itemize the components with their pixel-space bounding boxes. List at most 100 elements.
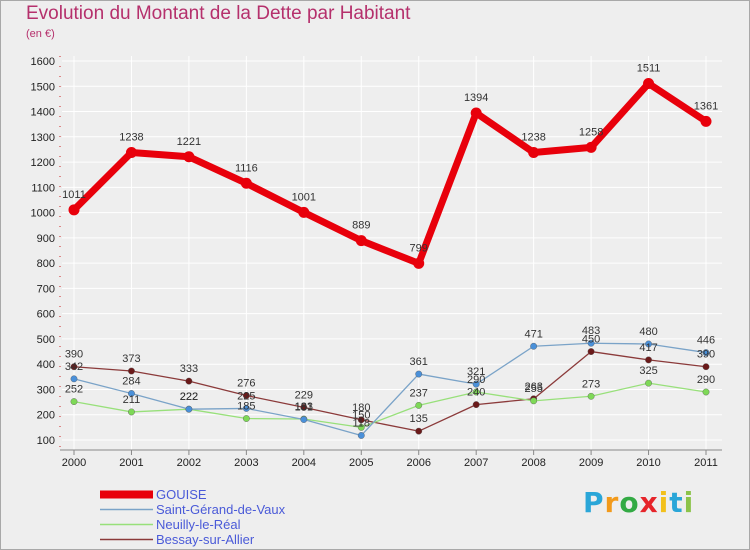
data-label: 225 — [237, 390, 255, 402]
data-point — [415, 370, 423, 378]
data-point — [128, 390, 135, 397]
series-line — [70, 79, 710, 267]
data-label: 180 — [352, 402, 370, 414]
y-tick-label: 900 — [37, 233, 55, 245]
x-tick-label: 2005 — [349, 457, 373, 469]
legend: GOUISE Saint-Gérand-de-Vaux Neuilly-le-R… — [100, 487, 285, 547]
data-point — [587, 392, 595, 400]
data-point — [530, 397, 538, 405]
data-label: 1011 — [62, 189, 86, 201]
data-label: 252 — [65, 384, 83, 396]
data-label: 417 — [639, 342, 657, 354]
data-point — [472, 388, 480, 396]
data-label: 1238 — [521, 131, 545, 143]
data-label: 1238 — [119, 131, 143, 143]
data-point — [125, 146, 137, 158]
data-point — [702, 363, 710, 371]
data-point — [128, 408, 135, 416]
x-tick-label: 2009 — [579, 457, 603, 469]
data-point — [587, 339, 595, 347]
data-point — [300, 416, 308, 423]
series-line — [73, 350, 707, 432]
series-line — [73, 342, 707, 437]
data-label: 135 — [410, 413, 428, 425]
data-label: 237 — [410, 387, 428, 399]
data-point — [585, 141, 597, 153]
x-tick-label: 2007 — [464, 457, 488, 469]
data-point — [700, 115, 712, 127]
data-point — [645, 379, 652, 387]
data-label: 390 — [65, 349, 83, 361]
data-label: 185 — [237, 401, 255, 413]
data-point — [528, 146, 540, 158]
series-line — [73, 382, 707, 429]
data-label: 1361 — [694, 100, 718, 112]
data-label: 361 — [410, 356, 428, 368]
legend-item: Neuilly-le-Réal — [100, 517, 285, 532]
legend-label: Bessay-sur-Allier — [156, 532, 255, 547]
data-label: 889 — [352, 220, 370, 232]
legend-swatch — [100, 508, 153, 511]
data-point — [472, 401, 480, 409]
data-point — [70, 363, 78, 371]
y-tick-label: 200 — [37, 410, 55, 422]
data-point — [357, 423, 365, 431]
data-point — [357, 432, 365, 439]
data-point — [185, 405, 193, 413]
data-label: 342 — [65, 361, 83, 373]
data-label: 222 — [180, 391, 198, 403]
legend-item: GOUISE — [100, 487, 285, 502]
x-tick-label: 2003 — [234, 457, 258, 469]
data-point — [242, 392, 250, 399]
legend-swatch — [100, 538, 153, 541]
legend-swatch — [100, 490, 153, 499]
x-tick-label: 2004 — [292, 457, 316, 469]
data-label: 1258 — [579, 126, 603, 138]
data-label: 290 — [467, 374, 485, 386]
data-point — [413, 257, 425, 269]
data-point — [415, 401, 423, 409]
data-label: 290 — [697, 374, 715, 386]
x-tick-label: 2010 — [636, 457, 660, 469]
data-label: 255 — [524, 383, 542, 395]
data-point — [298, 206, 310, 218]
chart-unit: (en €) — [26, 28, 55, 40]
data-point — [183, 151, 195, 163]
data-point — [68, 204, 80, 216]
legend-label: Neuilly-le-Réal — [156, 517, 241, 532]
data-point — [70, 375, 78, 383]
chart-title: Evolution du Montant de la Dette par Hab… — [26, 3, 411, 24]
x-tick-label: 2008 — [521, 457, 545, 469]
data-point — [357, 416, 365, 424]
data-point — [70, 398, 78, 405]
y-tick-label: 600 — [37, 309, 55, 321]
legend-label: GOUISE — [156, 487, 207, 502]
data-point — [470, 107, 482, 119]
data-point — [242, 405, 250, 412]
data-label: 321 — [467, 366, 485, 378]
y-tick-label: 300 — [37, 384, 55, 396]
data-label: 390 — [697, 349, 715, 361]
x-tick-label: 2002 — [177, 457, 201, 469]
data-label: 471 — [524, 328, 542, 340]
y-tick-label: 100 — [37, 435, 55, 447]
data-point — [643, 77, 655, 89]
data-point — [415, 427, 423, 435]
y-tick-label: 400 — [37, 359, 55, 371]
x-tick-label: 2006 — [406, 457, 430, 469]
y-tick-label: 1500 — [31, 81, 55, 93]
data-label: 183 — [295, 401, 313, 413]
data-point — [128, 367, 135, 375]
data-point — [645, 356, 652, 364]
data-label: 325 — [639, 365, 657, 377]
data-label: 240 — [467, 387, 485, 399]
legend-item: Bessay-sur-Allier — [100, 532, 285, 547]
data-label: 446 — [697, 335, 715, 347]
x-tick-label: 2001 — [119, 457, 143, 469]
y-tick-label: 800 — [37, 258, 55, 270]
x-tick-label: 2011 — [694, 457, 718, 469]
data-point — [240, 177, 252, 189]
y-tick-label: 1400 — [31, 107, 55, 119]
data-point — [702, 349, 710, 356]
data-label: 799 — [410, 242, 428, 254]
